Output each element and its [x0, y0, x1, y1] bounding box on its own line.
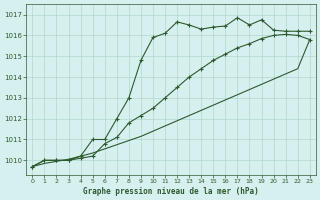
X-axis label: Graphe pression niveau de la mer (hPa): Graphe pression niveau de la mer (hPa)	[83, 187, 259, 196]
